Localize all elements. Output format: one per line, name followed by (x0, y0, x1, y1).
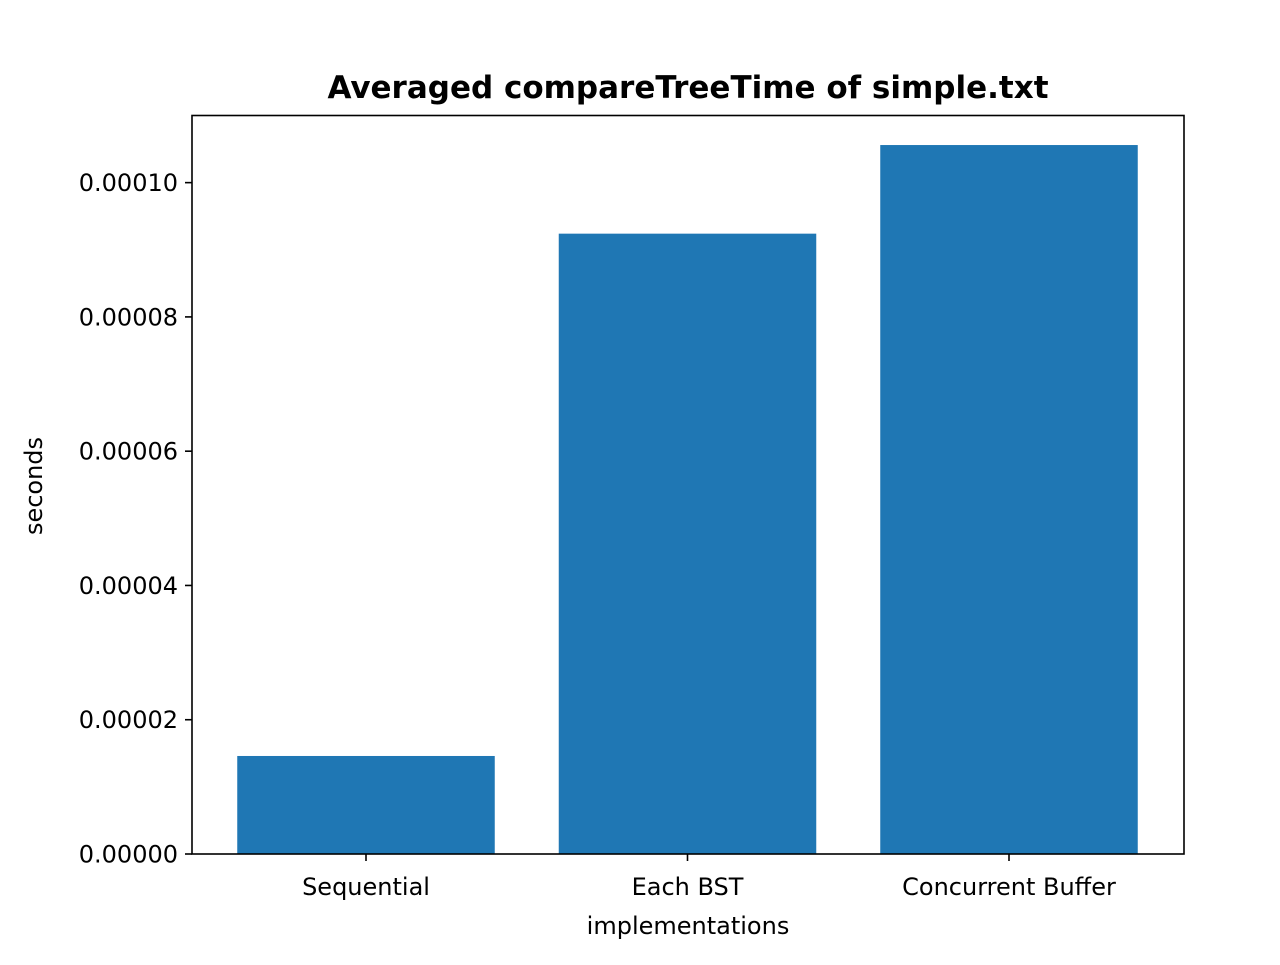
chart-title: Averaged compareTreeTime of simple.txt (327, 70, 1048, 106)
bar-sequential (237, 755, 495, 854)
x-tick-label: Sequential (302, 873, 430, 901)
bar-concurrent-buffer (880, 145, 1138, 855)
bar-each-bst (558, 233, 817, 854)
y-tick-label: 0.00004 (79, 572, 178, 600)
bars-group (237, 145, 1138, 855)
y-tick-label: 0.00008 (79, 303, 178, 331)
y-axis-label: seconds (20, 437, 48, 535)
x-axis-label: implementations (587, 912, 790, 940)
x-axis-ticks: Sequential Each BST Concurrent Buffer (302, 854, 1116, 901)
plot-frame (191, 114, 1185, 855)
x-tick-label: Concurrent Buffer (902, 873, 1116, 901)
y-axis-ticks: 0.00000 0.00002 0.00004 0.00006 0.00008 0.000… (79, 169, 192, 869)
y-tick-label: 0.00006 (79, 438, 178, 466)
y-tick-label: 0.00000 (79, 841, 178, 869)
x-tick-label: Each BST (632, 873, 744, 901)
y-tick-label: 0.00002 (79, 706, 178, 734)
y-tick-label: 0.00010 (79, 169, 178, 197)
